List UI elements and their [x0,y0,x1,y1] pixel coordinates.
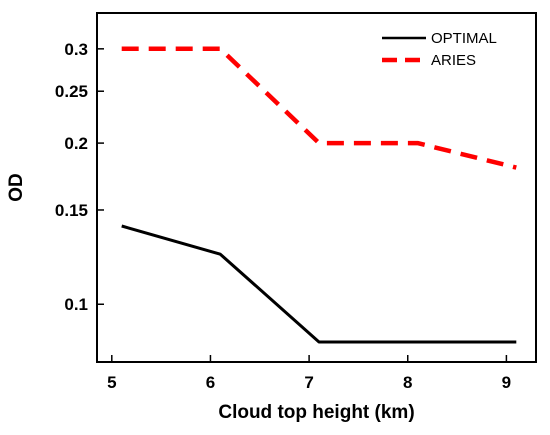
legend: OPTIMAL ARIES [382,30,497,69]
y-tick-label: 0.3 [64,40,88,59]
series-line-aries [121,46,517,170]
x-tick-label: 5 [107,373,116,392]
y-tick-label: 0.15 [55,201,88,220]
y-tick-label: 0.2 [64,134,88,153]
x-tick-label: 8 [403,373,412,392]
x-axis-title: Cloud top height (km) [218,402,414,423]
x-tick-label: 7 [304,373,313,392]
ticks-layer: 5 6 7 8 9 0.1 0.15 0.2 0.25 0.3 [55,40,511,392]
series-layer [121,46,517,344]
y-tick-label: 0.1 [64,295,88,314]
plot-frame [96,12,537,363]
x-tick-label: 9 [502,373,511,392]
y-axis-title: OD [6,173,27,202]
legend-label-aries: ARIES [431,52,476,69]
legend-label-optimal: OPTIMAL [431,30,497,47]
y-tick-label: 0.25 [55,82,88,101]
series-line-optimal [121,224,517,344]
x-tick-label: 6 [206,373,215,392]
